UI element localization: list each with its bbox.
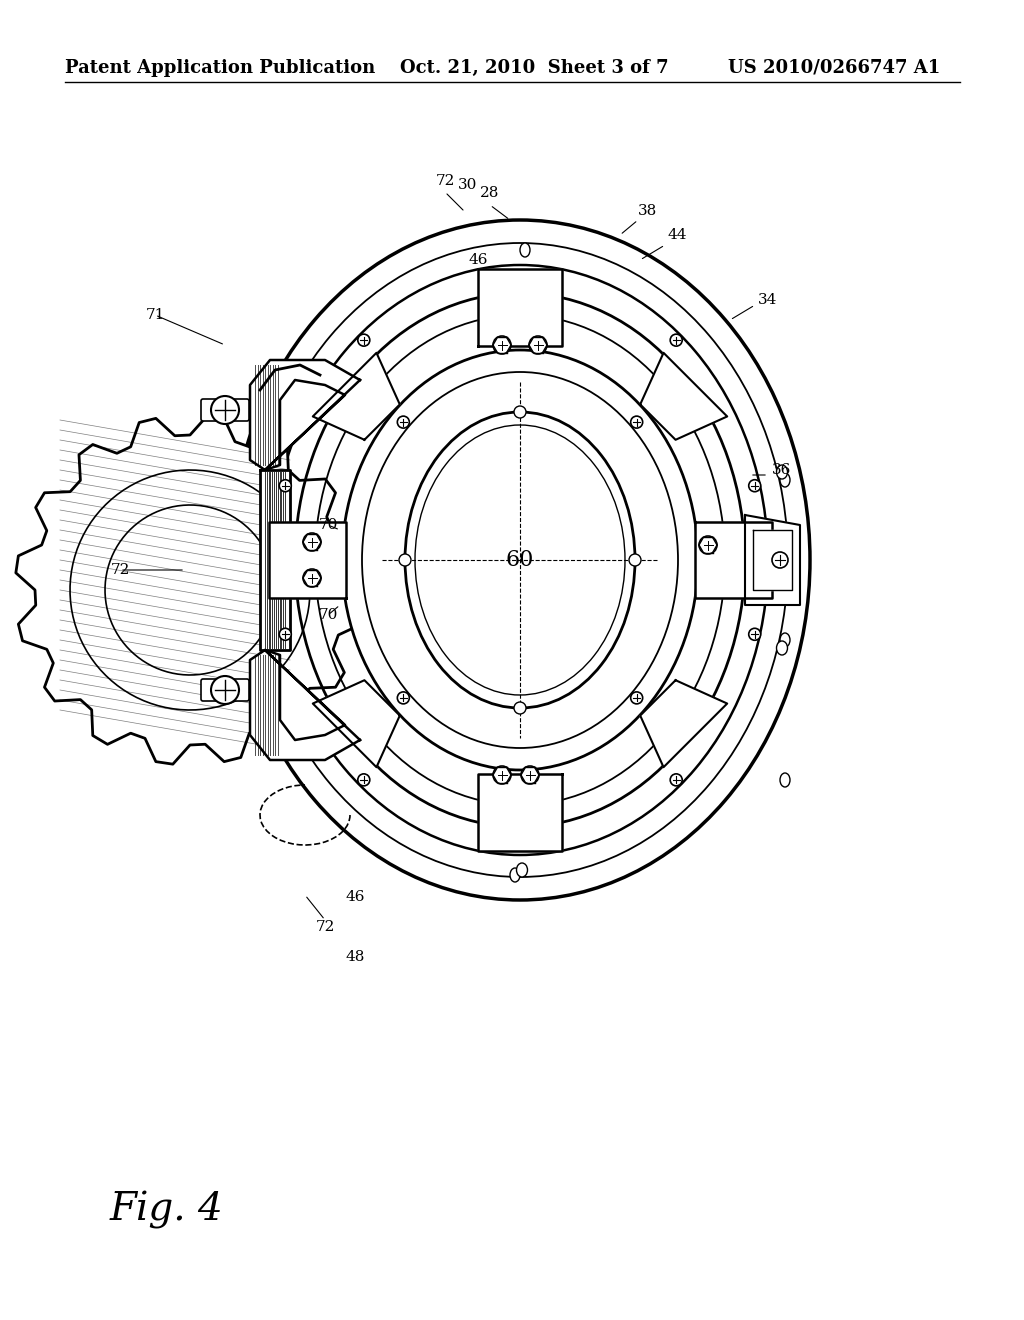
Circle shape: [772, 552, 788, 568]
Circle shape: [749, 479, 761, 492]
Circle shape: [529, 337, 547, 354]
Ellipse shape: [406, 412, 635, 708]
Ellipse shape: [295, 293, 745, 828]
Text: 60: 60: [506, 549, 535, 572]
Text: 30: 30: [459, 178, 477, 191]
Circle shape: [670, 774, 682, 785]
Circle shape: [303, 533, 321, 550]
Circle shape: [211, 396, 239, 424]
Polygon shape: [745, 515, 800, 605]
Circle shape: [493, 766, 511, 784]
Circle shape: [521, 766, 539, 784]
Polygon shape: [478, 269, 562, 346]
Text: 71: 71: [145, 308, 165, 322]
Text: 38: 38: [638, 205, 657, 218]
Text: US 2010/0266747 A1: US 2010/0266747 A1: [728, 59, 940, 77]
Circle shape: [397, 692, 410, 704]
Text: 72: 72: [315, 920, 335, 935]
Ellipse shape: [230, 220, 810, 900]
FancyBboxPatch shape: [201, 399, 249, 421]
Ellipse shape: [252, 243, 788, 876]
Polygon shape: [312, 680, 399, 767]
Polygon shape: [268, 521, 345, 598]
Text: 46: 46: [468, 253, 487, 267]
Text: 70: 70: [318, 609, 338, 622]
Text: 72: 72: [111, 564, 130, 577]
Polygon shape: [478, 774, 562, 851]
Ellipse shape: [362, 372, 678, 748]
Circle shape: [211, 676, 239, 704]
Ellipse shape: [776, 465, 787, 479]
Ellipse shape: [780, 774, 790, 787]
Polygon shape: [250, 649, 360, 760]
Circle shape: [303, 569, 321, 587]
Polygon shape: [15, 416, 365, 764]
Circle shape: [493, 337, 511, 354]
Ellipse shape: [629, 554, 641, 566]
Text: 44: 44: [668, 228, 687, 242]
Ellipse shape: [776, 642, 787, 655]
Text: 36: 36: [772, 463, 792, 477]
Ellipse shape: [516, 863, 527, 876]
Circle shape: [631, 692, 643, 704]
Circle shape: [357, 774, 370, 785]
FancyBboxPatch shape: [201, 678, 249, 701]
Ellipse shape: [514, 407, 526, 418]
Circle shape: [397, 416, 410, 428]
Text: Oct. 21, 2010  Sheet 3 of 7: Oct. 21, 2010 Sheet 3 of 7: [400, 59, 669, 77]
Text: 28: 28: [480, 186, 500, 201]
Text: Fig. 4: Fig. 4: [110, 1191, 224, 1229]
Text: 48: 48: [345, 950, 365, 964]
Ellipse shape: [342, 350, 698, 770]
Polygon shape: [260, 470, 290, 649]
Text: 70: 70: [318, 517, 338, 532]
Polygon shape: [640, 352, 727, 440]
Text: 34: 34: [758, 293, 777, 308]
Ellipse shape: [510, 869, 520, 882]
Circle shape: [631, 416, 643, 428]
Polygon shape: [694, 521, 771, 598]
Ellipse shape: [315, 315, 725, 805]
Polygon shape: [312, 352, 399, 440]
Circle shape: [670, 334, 682, 346]
Polygon shape: [640, 680, 727, 767]
Ellipse shape: [272, 265, 768, 855]
Text: Patent Application Publication: Patent Application Publication: [65, 59, 375, 77]
Circle shape: [280, 479, 291, 492]
Circle shape: [749, 628, 761, 640]
Circle shape: [357, 334, 370, 346]
Text: 46: 46: [345, 890, 365, 904]
Ellipse shape: [520, 243, 530, 257]
Polygon shape: [753, 531, 792, 590]
Ellipse shape: [399, 554, 411, 566]
Ellipse shape: [780, 634, 790, 647]
Ellipse shape: [780, 473, 790, 487]
Ellipse shape: [514, 702, 526, 714]
Ellipse shape: [415, 425, 625, 696]
Polygon shape: [250, 360, 360, 470]
Text: 72: 72: [435, 174, 455, 187]
Circle shape: [280, 628, 291, 640]
Circle shape: [699, 536, 717, 554]
